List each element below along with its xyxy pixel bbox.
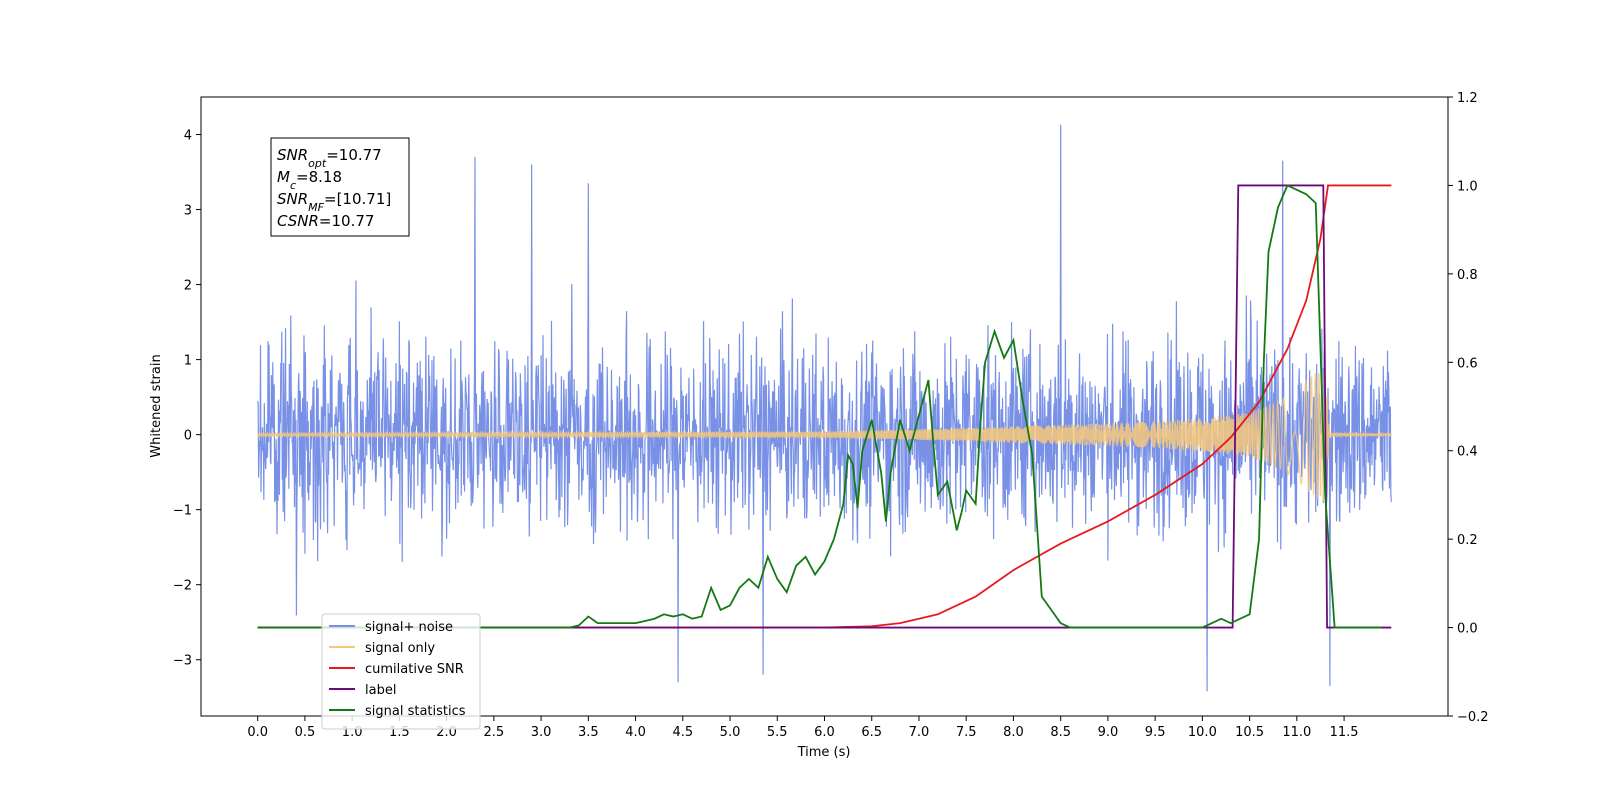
- y-axis-left: −3 −2 −1 0 1 2 3 4: [173, 129, 201, 669]
- annotation-line: Mc=8.18: [277, 168, 342, 192]
- x-tick-label: 6.5: [861, 725, 882, 740]
- legend-label: label: [365, 683, 396, 698]
- y-left-tick-label: 3: [184, 204, 192, 219]
- y-left-tick-label: 2: [184, 279, 192, 294]
- y-right-tick-label: 0.0: [1457, 622, 1478, 637]
- series-signal-statistics-line: [257, 184, 1382, 629]
- x-tick-label: 4.5: [672, 725, 693, 740]
- x-tick-label: 2.5: [484, 725, 505, 740]
- y-right-tick-label: 0.4: [1457, 445, 1478, 460]
- y-left-tick-label: −3: [173, 654, 192, 669]
- x-tick-label: 8.0: [1003, 725, 1024, 740]
- annotation-box: SNRopt=10.77Mc=8.18SNRMF=[10.71]CSNR=10.…: [270, 137, 410, 237]
- y-left-tick-label: 4: [184, 129, 192, 144]
- series-signal-noise-line: [257, 124, 1392, 692]
- annotation-frame: [270, 137, 410, 237]
- annotation-line: CSNR=10.77: [277, 212, 374, 230]
- x-tick-label: 11.0: [1282, 725, 1311, 740]
- series-cumulative-snr-line: [257, 184, 1392, 629]
- y-left-tick-label: 0: [184, 429, 192, 444]
- y-right-tick-label: 1.0: [1457, 179, 1478, 194]
- x-tick-label: 9.5: [1145, 725, 1166, 740]
- y-left-tick-label: −2: [173, 579, 192, 594]
- plot-area: [257, 124, 1392, 692]
- legend-label: signal+ noise: [365, 620, 453, 635]
- x-tick-label: 11.5: [1330, 725, 1359, 740]
- x-tick-label: 3.5: [578, 725, 599, 740]
- x-tick-label: 10.5: [1235, 725, 1264, 740]
- x-tick-label: 7.0: [909, 725, 930, 740]
- y-right-tick-label: 0.6: [1457, 356, 1478, 371]
- series-signal-only-line: [257, 370, 1392, 502]
- x-tick-label: 5.5: [767, 725, 788, 740]
- legend-label: signal only: [365, 641, 435, 656]
- y-right-tick-label: −0.2: [1457, 710, 1489, 725]
- legend-frame: [321, 613, 481, 730]
- y-axis-label: Whitened strain: [149, 354, 164, 457]
- x-tick-label: 9.0: [1098, 725, 1119, 740]
- x-axis-label: Time (s): [797, 745, 851, 760]
- x-tick-label: 10.0: [1188, 725, 1217, 740]
- x-tick-label: 5.0: [720, 725, 741, 740]
- annotation-line: SNRopt=10.77: [277, 146, 382, 170]
- annotation-line: SNRMF=[10.71]: [277, 190, 391, 214]
- x-tick-label: 8.5: [1050, 725, 1071, 740]
- x-tick-label: 4.0: [625, 725, 646, 740]
- y-right-tick-label: 0.8: [1457, 268, 1478, 283]
- y-left-tick-label: −1: [173, 504, 192, 519]
- x-tick-label: 7.5: [956, 725, 977, 740]
- legend-label: signal statistics: [365, 704, 466, 719]
- y-left-tick-label: 1: [184, 354, 192, 369]
- y-right-tick-label: 1.2: [1457, 91, 1478, 106]
- x-tick-label: 3.0: [531, 725, 552, 740]
- legend: signal+ noise signal only cumilative SNR la…: [321, 613, 481, 730]
- y-right-tick-label: 0.2: [1457, 533, 1478, 548]
- x-tick-label: 0.0: [247, 725, 268, 740]
- legend-label: cumilative SNR: [365, 662, 464, 677]
- x-tick-label: 0.5: [295, 725, 316, 740]
- y-axis-right: −0.2 0.0 0.2 0.4 0.6 0.8 1.0 1.2: [1448, 91, 1489, 725]
- x-tick-label: 6.0: [814, 725, 835, 740]
